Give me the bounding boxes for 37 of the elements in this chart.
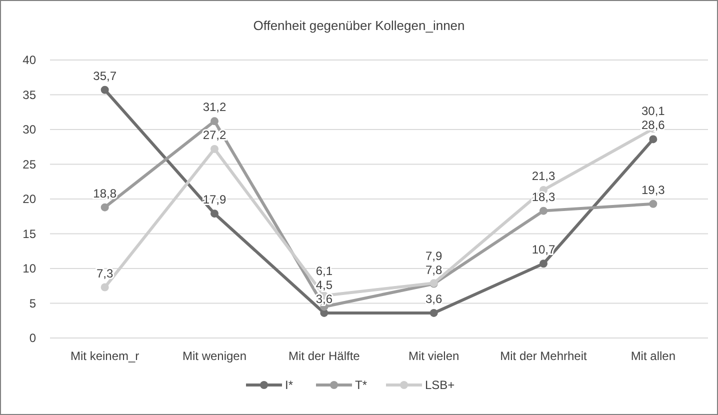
y-tick-label: 0 [29,331,36,345]
data-label: 7,9 [425,248,442,263]
y-tick-label: 20 [22,192,36,206]
y-tick-label: 10 [22,262,36,276]
y-tick-label: 40 [22,53,36,67]
x-tick-label: Mit der Hälfte [288,349,360,363]
data-label: 19,3 [641,182,666,197]
data-label: 17,9 [202,192,226,207]
legend-label: T* [355,378,368,392]
y-tick-label: 30 [22,122,36,136]
x-tick-label: Mit keinem_r [70,349,140,363]
x-tick-label: Mit allen [630,349,676,363]
x-tick-label: Mit der Mehrheit [500,349,588,363]
chart-title: Offenheit gegenüber Kollegen_innen [253,18,465,33]
data-label: 3,6 [425,292,442,306]
data-label: 3,6 [316,292,333,306]
x-tick-label: Mit wenigen [182,349,247,363]
data-label: 18,8 [93,186,117,200]
data-label: 21,3 [532,168,556,183]
data-label: 30,1 [641,104,666,118]
data-label: 31,2 [202,100,226,114]
data-label: 18,3 [532,190,556,204]
y-tick-label: 5 [29,296,36,310]
data-label: 6,1 [316,264,333,278]
legend-label: LSB+ [425,378,455,392]
data-label: 28,6 [641,118,666,132]
data-label: 10,7 [532,242,556,257]
data-label: 7,8 [425,262,442,277]
data-label: 7,3 [96,266,114,280]
data-label: 27,2 [202,128,226,142]
x-tick-label: Mit vielen [408,349,460,363]
y-tick-label: 35 [22,88,36,102]
y-tick-label: 25 [22,157,36,172]
legend-label: I* [285,378,294,392]
y-tick-label: 15 [22,226,36,241]
data-label: 35,7 [93,68,117,83]
data-label: 4,5 [316,278,333,292]
